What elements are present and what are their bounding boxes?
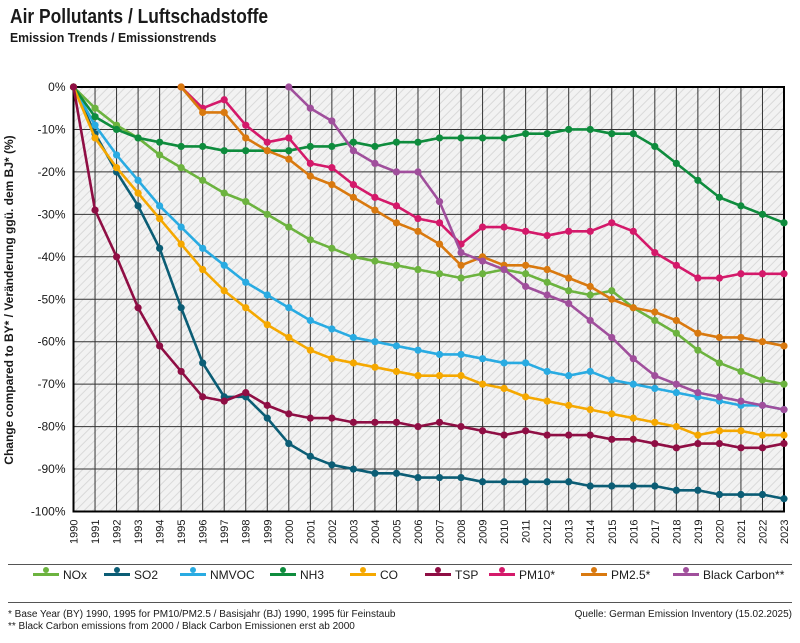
svg-text:1990: 1990 [69, 520, 81, 544]
svg-text:-50%: -50% [37, 292, 65, 306]
svg-text:2006: 2006 [413, 520, 425, 544]
svg-text:-80%: -80% [37, 420, 65, 434]
svg-text:2004: 2004 [370, 520, 382, 544]
svg-text:-40%: -40% [37, 250, 65, 264]
svg-text:-30%: -30% [37, 207, 65, 221]
svg-text:2019: 2019 [693, 520, 705, 544]
svg-text:1992: 1992 [112, 520, 124, 544]
svg-text:-60%: -60% [37, 335, 65, 349]
svg-text:1994: 1994 [155, 520, 167, 544]
svg-text:-70%: -70% [37, 377, 65, 391]
svg-text:2018: 2018 [671, 520, 683, 544]
svg-text:-90%: -90% [37, 462, 65, 476]
svg-text:2011: 2011 [521, 520, 533, 544]
svg-text:-100%: -100% [31, 505, 66, 519]
svg-text:2008: 2008 [456, 520, 468, 544]
svg-text:2007: 2007 [435, 520, 447, 544]
svg-text:1998: 1998 [241, 520, 253, 544]
svg-text:2015: 2015 [607, 520, 619, 544]
svg-text:2002: 2002 [327, 520, 339, 544]
svg-text:2012: 2012 [542, 520, 554, 544]
svg-text:2003: 2003 [348, 520, 360, 544]
svg-text:1997: 1997 [219, 520, 231, 544]
svg-text:2005: 2005 [391, 520, 403, 544]
svg-text:2022: 2022 [757, 520, 769, 544]
svg-text:2020: 2020 [714, 520, 726, 544]
svg-text:2014: 2014 [585, 520, 597, 544]
svg-text:1993: 1993 [133, 520, 145, 544]
svg-text:1996: 1996 [198, 520, 210, 544]
svg-text:1999: 1999 [262, 520, 274, 544]
svg-text:2010: 2010 [499, 520, 511, 544]
svg-text:2000: 2000 [284, 520, 296, 544]
svg-text:-20%: -20% [37, 165, 65, 179]
svg-text:1995: 1995 [176, 520, 188, 544]
svg-text:2017: 2017 [650, 520, 662, 544]
svg-text:0%: 0% [48, 80, 66, 94]
svg-text:2016: 2016 [628, 520, 640, 544]
svg-text:1991: 1991 [90, 520, 102, 544]
svg-text:2001: 2001 [305, 520, 317, 544]
svg-text:2009: 2009 [478, 520, 490, 544]
svg-text:-10%: -10% [37, 122, 65, 136]
svg-text:2023: 2023 [779, 520, 791, 544]
svg-text:2013: 2013 [564, 520, 576, 544]
svg-text:2021: 2021 [736, 520, 748, 544]
